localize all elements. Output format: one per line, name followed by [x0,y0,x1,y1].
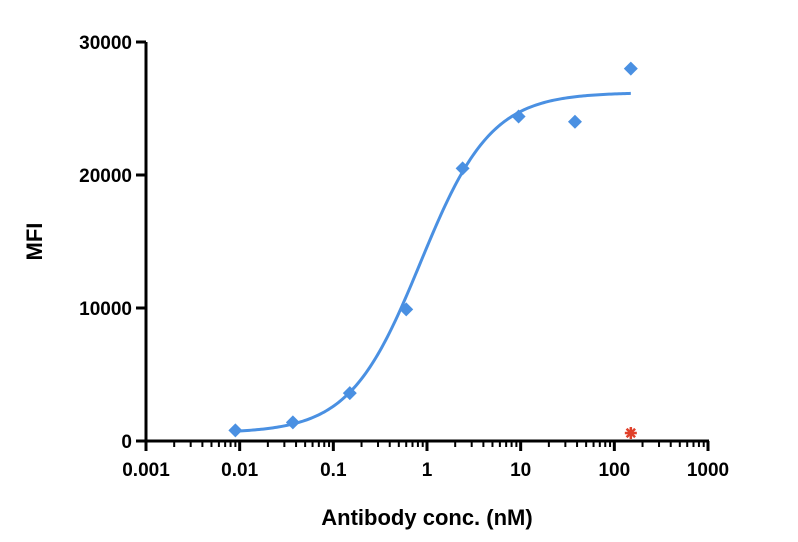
y-axis-title: MFI [22,223,47,261]
x-tick-label: 1 [422,460,433,481]
x-tick-label: 0.01 [221,460,258,481]
data-point-diamond [567,114,582,129]
x-tick-label: 0.001 [122,460,170,481]
data-point-diamond [399,302,414,317]
axes: 0 10000 20000 30000 0.001 0.01 0.1 1 10 100 1000 [79,33,729,481]
y-tick-label: 20000 [79,166,132,187]
data-point-diamond [511,109,526,124]
data-point-diamond [285,415,300,430]
data-point-star [624,427,637,440]
x-tick-label: 10 [510,460,531,481]
x-tick-label: 0.1 [320,460,347,481]
data-point-diamond [228,423,243,438]
data-point-diamond [623,61,638,76]
fit-curve [235,91,631,433]
data-point-diamond [455,161,470,176]
x-axis-title: Antibody conc. (nM) [321,505,532,530]
data-points [228,61,638,440]
y-tick-label: 10000 [79,299,132,320]
data-point-diamond [342,386,357,401]
y-tick-label: 30000 [79,33,132,54]
fit-curve-group [235,91,631,433]
x-tick-label: 1000 [687,460,729,481]
y-tick-label: 0 [121,432,132,453]
star-stroke [625,427,636,439]
x-tick-label: 100 [598,460,630,481]
